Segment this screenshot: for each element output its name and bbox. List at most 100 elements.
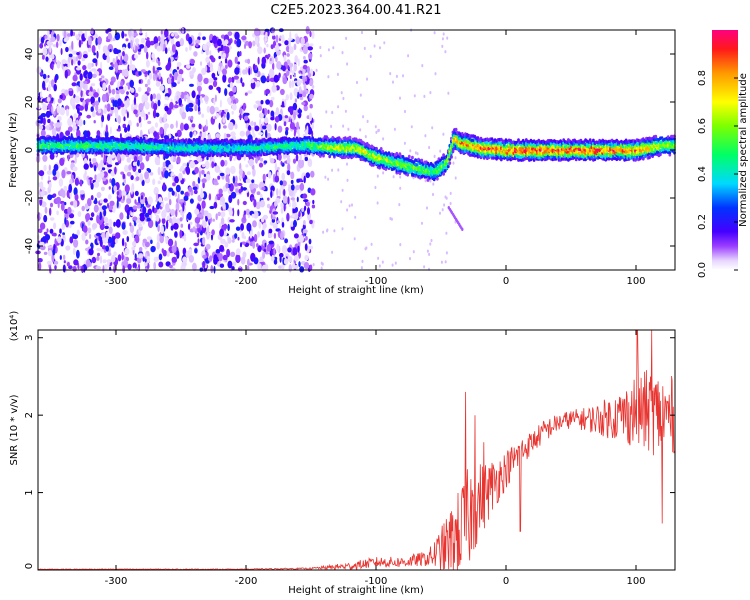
noise-cell — [119, 61, 123, 66]
noise-cell — [377, 128, 380, 132]
noise-cell — [277, 153, 282, 161]
ridge-cell — [450, 154, 453, 159]
noise-cell — [284, 40, 289, 46]
noise-cell — [262, 251, 266, 259]
noise-cell — [93, 181, 100, 188]
noise-cell — [298, 234, 305, 243]
noise-cell — [242, 69, 247, 75]
noise-cell — [149, 40, 155, 46]
noise-cell — [50, 202, 53, 208]
noise-cell — [201, 200, 206, 209]
noise-cell — [39, 181, 44, 190]
noise-cell — [209, 105, 215, 115]
noise-cell — [351, 203, 353, 207]
noise-cell — [257, 105, 262, 112]
noise-cell — [120, 80, 124, 88]
noise-cell — [364, 247, 367, 251]
noise-cell — [47, 245, 53, 249]
noise-cell — [112, 99, 116, 108]
noise-cell — [261, 264, 267, 273]
noise-cell — [127, 42, 131, 49]
noise-cell — [265, 88, 271, 95]
noise-cell — [175, 41, 181, 48]
noise-cell — [171, 82, 177, 88]
noise-cell — [171, 245, 177, 253]
noise-cell — [283, 121, 287, 127]
noise-cell — [429, 242, 432, 246]
noise-cell — [152, 73, 156, 81]
noise-cell — [167, 238, 174, 247]
noise-cell — [454, 156, 457, 160]
noise-cell — [225, 133, 231, 138]
noise-cell — [392, 175, 395, 179]
noise-cell — [254, 125, 260, 132]
noise-cell — [307, 158, 313, 168]
noise-cell — [187, 212, 192, 221]
noise-cell — [231, 103, 237, 111]
noise-cell — [78, 86, 82, 92]
noise-cell — [281, 221, 285, 228]
noise-cell — [444, 195, 447, 199]
noise-cell — [85, 258, 91, 268]
noise-cell — [291, 69, 295, 76]
noise-cell — [47, 249, 53, 257]
noise-cell — [276, 50, 281, 56]
noise-cell — [192, 226, 196, 233]
noise-cell — [137, 223, 143, 228]
noise-cell — [51, 54, 55, 60]
noise-cell — [233, 157, 236, 161]
noise-cell — [337, 168, 340, 172]
noise-cell — [377, 256, 380, 260]
noise-cell — [96, 130, 101, 136]
noise-cell — [283, 203, 286, 212]
noise-cell — [253, 257, 259, 265]
noise-cell — [65, 130, 71, 137]
noise-cell — [63, 30, 67, 39]
noise-cell — [201, 113, 205, 118]
noise-cell — [62, 254, 66, 260]
noise-cell — [91, 73, 97, 78]
noise-cell — [214, 106, 220, 112]
noise-cell — [107, 259, 110, 267]
noise-cell — [284, 115, 289, 119]
noise-cell — [147, 219, 154, 229]
noise-cell — [54, 238, 57, 246]
noise-cell — [216, 38, 222, 47]
noise-cell — [96, 50, 99, 59]
noise-cell — [273, 74, 279, 83]
noise-cell — [224, 241, 229, 248]
noise-cell — [262, 173, 266, 182]
noise-cell — [383, 41, 386, 45]
noise-cell — [281, 172, 286, 181]
noise-cell — [177, 77, 180, 82]
noise-cell — [389, 216, 392, 221]
noise-cell — [252, 133, 256, 138]
noise-cell — [303, 105, 308, 112]
noise-cell — [381, 260, 384, 264]
noise-cell — [333, 229, 336, 233]
noise-cell — [155, 112, 160, 118]
noise-cell — [395, 74, 398, 78]
noise-cell — [153, 261, 157, 270]
noise-cell — [63, 37, 68, 43]
noise-cell — [178, 69, 184, 75]
noise-cell — [200, 188, 203, 195]
noise-cell — [103, 107, 108, 115]
noise-cell — [39, 197, 43, 206]
ridge-cell — [448, 161, 452, 165]
noise-cell — [114, 106, 119, 115]
noise-cell — [298, 160, 304, 169]
noise-cell — [184, 91, 188, 96]
noise-cell — [235, 248, 241, 256]
noise-cell — [441, 44, 444, 49]
noise-cell — [149, 172, 154, 176]
noise-cell — [229, 219, 235, 223]
noise-cell — [136, 159, 140, 167]
noise-cell — [159, 205, 162, 210]
noise-cell — [407, 54, 410, 58]
noise-cell — [198, 111, 201, 115]
noise-cell — [170, 135, 175, 139]
noise-cell — [235, 226, 241, 231]
noise-cell — [122, 265, 126, 274]
noise-cell — [248, 41, 253, 49]
